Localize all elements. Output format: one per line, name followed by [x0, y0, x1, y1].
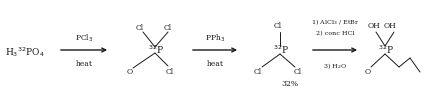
Text: O: O [365, 68, 371, 76]
Text: Cl: Cl [164, 24, 172, 32]
Text: OH: OH [383, 22, 396, 30]
Text: heat: heat [206, 60, 223, 68]
Text: 32%: 32% [282, 80, 298, 88]
Text: Cl: Cl [166, 68, 174, 76]
Text: $^{32}$P: $^{32}$P [378, 44, 394, 56]
Text: Cl: Cl [136, 24, 144, 32]
Text: PCl$_3$: PCl$_3$ [75, 32, 93, 44]
Text: H$_3$$^{32}$PO$_4$: H$_3$$^{32}$PO$_4$ [5, 45, 45, 59]
Text: 2) conc HCl: 2) conc HCl [316, 31, 354, 37]
Text: 1) AlCl$_3$ / EtBr: 1) AlCl$_3$ / EtBr [311, 17, 359, 27]
Text: O: O [127, 68, 133, 76]
Text: heat: heat [75, 60, 92, 68]
Text: 3) H$_2$O: 3) H$_2$O [323, 61, 347, 71]
Text: Cl: Cl [254, 68, 262, 76]
Text: Cl: Cl [274, 22, 282, 30]
Text: PPh$_3$: PPh$_3$ [205, 32, 225, 44]
Text: Cl: Cl [294, 68, 302, 76]
Text: $^{32}$P: $^{32}$P [273, 44, 289, 56]
Text: $^{32}$P: $^{32}$P [148, 44, 164, 56]
Text: OH: OH [368, 22, 380, 30]
